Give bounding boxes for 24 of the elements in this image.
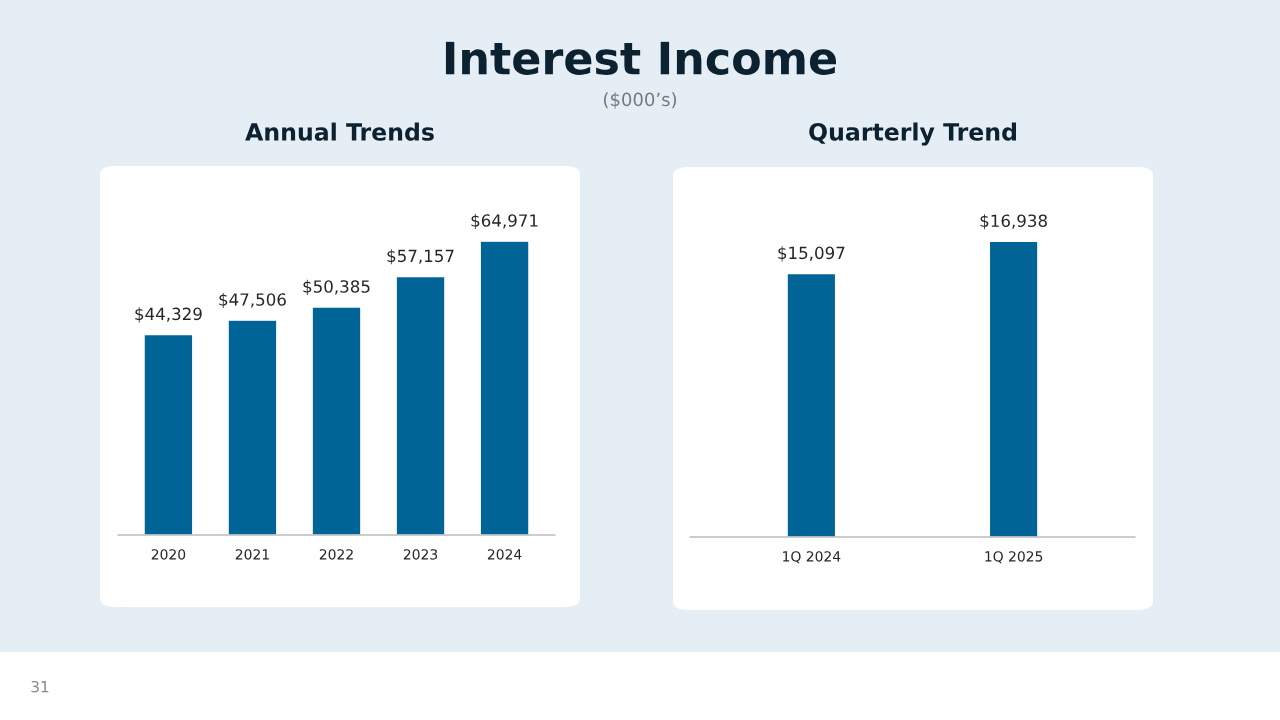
data-label: $50,385 xyxy=(303,279,370,295)
data-label: $47,506 xyxy=(219,292,286,309)
x-tick-label: 1Q 2024 xyxy=(783,551,841,564)
data-label: $64,971 xyxy=(471,213,538,230)
bar xyxy=(395,275,446,535)
bar xyxy=(227,319,278,535)
x-tick-label: 2022 xyxy=(319,549,353,560)
data-label: $44,329 xyxy=(135,307,202,323)
text: 31 xyxy=(31,680,49,693)
data-label: $57,157 xyxy=(387,249,454,265)
x-tick-label: 2023 xyxy=(403,549,438,560)
bar xyxy=(479,240,530,535)
data-label: $15,097 xyxy=(778,246,845,262)
x-tick-label: 2024 xyxy=(487,549,522,560)
data-label: $16,938 xyxy=(980,214,1047,230)
chart-title: Annual Trends xyxy=(245,122,434,141)
x-tick-label: 1Q 2025 xyxy=(985,551,1043,564)
chart-title: Quarterly Trend xyxy=(809,122,1017,146)
x-tick-label: 2021 xyxy=(235,549,269,560)
text: ($000’s) xyxy=(603,92,677,109)
bar xyxy=(311,306,362,535)
x-tick-label: 2020 xyxy=(151,549,186,560)
bar xyxy=(143,333,194,535)
text: Interest Income xyxy=(445,41,837,75)
